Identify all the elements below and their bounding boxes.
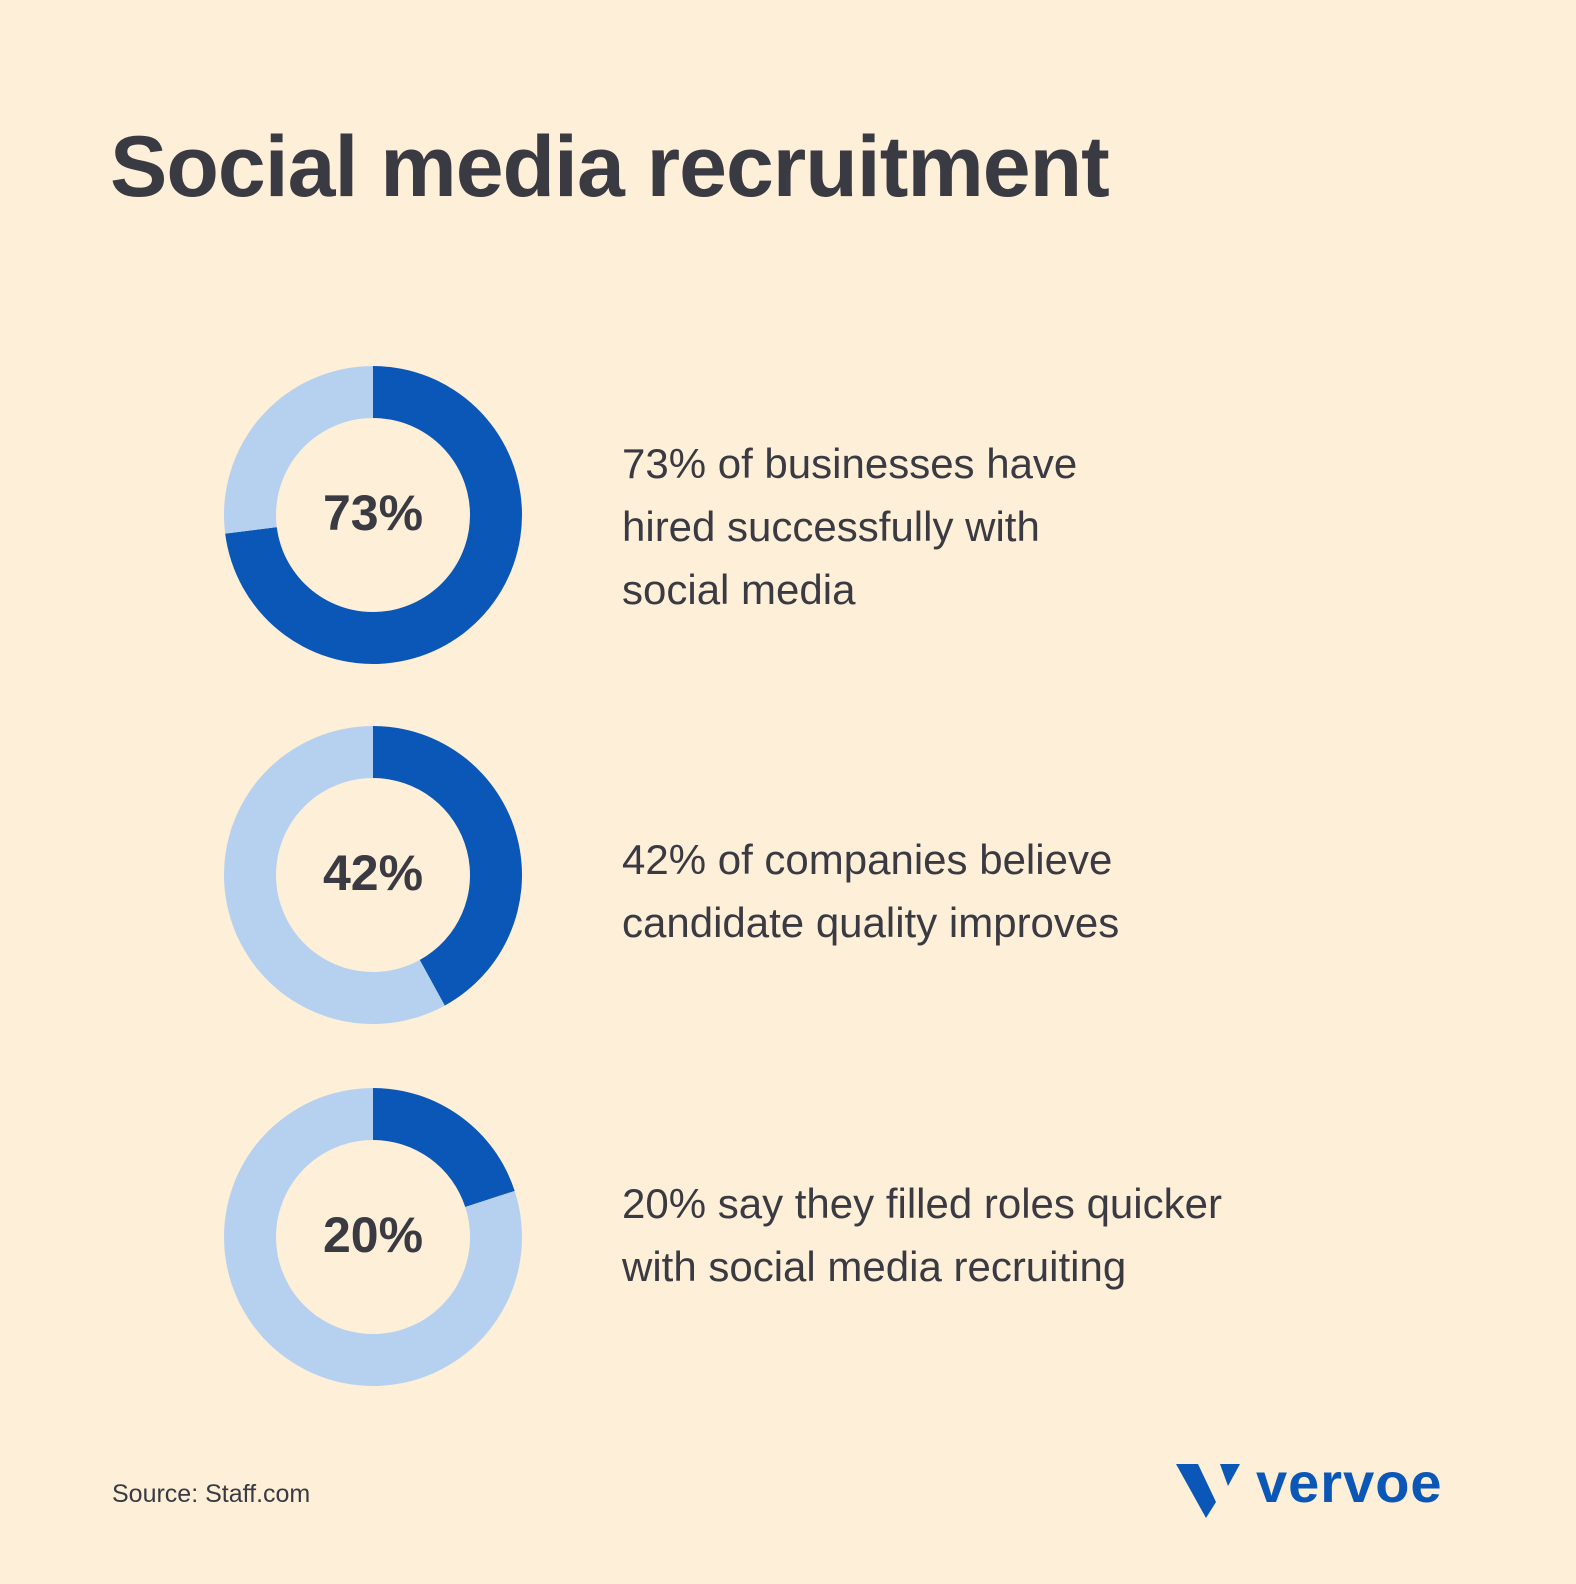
donut-chart: 73%: [224, 366, 522, 664]
caption-line: 73% of businesses have: [622, 440, 1078, 487]
donut-segment: [224, 726, 445, 1024]
donut-segment: [373, 726, 522, 1006]
donut-chart: 20%: [224, 1088, 522, 1386]
caption-line: with social media recruiting: [622, 1243, 1127, 1290]
logo: vervoe: [1256, 1451, 1443, 1514]
caption-line: 20% say they filled roles quicker: [622, 1180, 1222, 1227]
center-label: 73%: [323, 485, 423, 541]
stat-row: 20% 20% say they filled roles quicker with…: [0, 1087, 1576, 1387]
caption-line: hired successfully with: [622, 503, 1040, 550]
caption-line: 42% of companies believe: [622, 836, 1113, 883]
source: Source: Staff.com: [112, 1480, 311, 1508]
center-label: 20%: [323, 1207, 423, 1263]
logo-icon: [1176, 1464, 1240, 1518]
caption: 20% say they filled roles quicker with so…: [622, 1172, 1222, 1298]
stat-row: 42% 42% of companies believe candidate qua…: [0, 725, 1576, 1025]
donut-segment: [373, 1088, 515, 1208]
stat-row: 73% 73% of businesses have hired successfu…: [0, 365, 1576, 665]
donut-segment: [225, 366, 522, 664]
caption-line: social media: [622, 566, 856, 613]
donut-segment: [224, 1088, 522, 1386]
center-label: 42%: [323, 845, 423, 901]
caption-line: candidate quality improves: [622, 899, 1120, 946]
donut-segment: [224, 366, 373, 534]
caption: 42% of companies believe candidate qualit…: [622, 828, 1119, 954]
title: Social media recruitment: [110, 119, 1110, 215]
donut-chart: 42%: [224, 726, 522, 1024]
caption: 73% of businesses have hired successfully…: [622, 432, 1077, 621]
